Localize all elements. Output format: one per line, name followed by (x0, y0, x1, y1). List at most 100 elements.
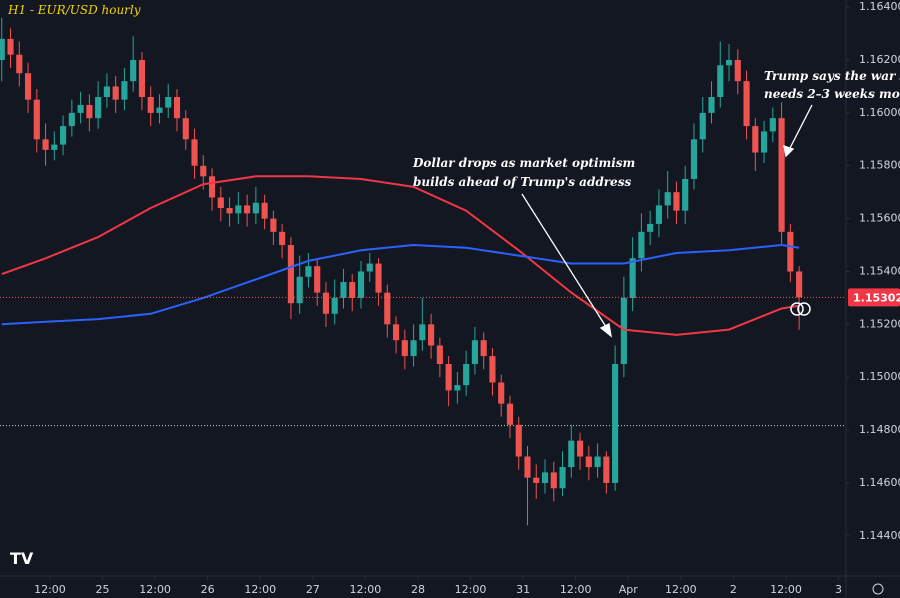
moving-average (1, 243, 800, 326)
y-tick-label: 1.16200 (859, 53, 900, 66)
candle-body (550, 472, 557, 489)
candle-body (244, 205, 251, 214)
candle-body (0, 38, 5, 61)
candle-body (121, 81, 128, 100)
candle-body (533, 477, 540, 483)
candle-body (541, 472, 549, 483)
x-tick-label: 27 (306, 583, 320, 596)
candle-body (471, 340, 478, 364)
candle-body (734, 60, 741, 82)
candle-body (603, 456, 610, 483)
candle-body (16, 54, 23, 74)
candle-body (506, 403, 514, 425)
candle-body (33, 99, 40, 140)
x-tick-label: 12:00 (244, 583, 276, 596)
y-tick-label: 1.14600 (859, 476, 900, 489)
arrow-head (599, 323, 612, 338)
candle-body (620, 297, 627, 364)
candle-body (638, 231, 645, 259)
candle-body (357, 271, 365, 298)
y-tick-label: 1.15800 (859, 159, 900, 172)
candle-body (191, 139, 198, 166)
candle-body (392, 324, 400, 341)
candle-body (480, 340, 487, 357)
moving-average (1, 175, 800, 336)
candle-body (366, 263, 373, 272)
candle-body (690, 139, 698, 179)
x-tick-label: 12:00 (665, 583, 697, 596)
candle-body (796, 271, 803, 298)
settings-icon[interactable] (872, 583, 884, 595)
candle-body (673, 192, 680, 211)
candle-body (173, 97, 181, 119)
candle-body (156, 107, 163, 113)
candle-body (340, 282, 347, 298)
candle-body (51, 144, 58, 150)
x-tick-label: 25 (96, 583, 110, 596)
y-tick-label: 1.15600 (859, 212, 900, 225)
candle-body (725, 60, 733, 66)
logo: TV (10, 549, 34, 568)
candle-body (743, 81, 750, 127)
candle-body (585, 456, 592, 468)
y-tick-label: 1.14400 (859, 529, 900, 542)
candle-body (305, 266, 312, 277)
candle-body (401, 340, 408, 357)
y-tick-label: 1.16000 (859, 106, 900, 119)
candle-body (498, 382, 505, 404)
candle-body (86, 104, 93, 119)
x-tick-label: 2 (730, 583, 737, 596)
annotation: needs 2–3 weeks more (764, 87, 900, 101)
candle-body (147, 97, 154, 113)
candle-body (261, 202, 268, 219)
candle-body (68, 112, 75, 127)
last-price-label: 1.15302 (853, 291, 900, 304)
plot-area (0, 17, 846, 526)
event-icons (790, 302, 811, 316)
candle-body (349, 282, 356, 298)
y-tick-label: 1.15400 (859, 264, 900, 277)
candle-body (42, 139, 49, 150)
candle-body (60, 126, 67, 145)
candle-body (314, 266, 321, 293)
y-tick-label: 1.16400 (859, 0, 900, 13)
candle-body (436, 345, 443, 364)
candle-body (559, 467, 566, 489)
candle-body (165, 97, 172, 108)
candle-body (200, 165, 207, 177)
candle-body (270, 218, 277, 232)
candle-body (287, 245, 294, 304)
candle-body (769, 118, 776, 132)
candle-body (24, 73, 32, 100)
candle-body (629, 258, 636, 298)
candle-body (95, 97, 102, 119)
candle-body (331, 297, 338, 314)
x-tick-label: 12:00 (770, 583, 802, 596)
x-tick-label: 28 (411, 583, 425, 596)
candle-body (410, 340, 417, 357)
arrow (788, 104, 813, 151)
candle-body (778, 118, 785, 232)
candle-body (235, 205, 242, 214)
annotation: Dollar drops as market optimism (412, 156, 635, 170)
candle-body (138, 60, 146, 98)
x-tick-label: 26 (201, 583, 215, 596)
y-tick-label: 1.15000 (859, 370, 900, 383)
candle-body (208, 176, 216, 198)
x-tick-label: 12:00 (139, 583, 171, 596)
candle-body (419, 324, 426, 341)
x-tick-label: 12:00 (560, 583, 592, 596)
candle-body (787, 231, 794, 272)
candle-body (322, 292, 330, 314)
arrows (521, 104, 813, 338)
annotation: builds ahead of Trump's address (413, 175, 631, 189)
x-tick-label: 12:00 (455, 583, 487, 596)
candle-body (7, 38, 14, 55)
candle-body (489, 356, 496, 383)
y-tick-label: 1.14800 (859, 423, 900, 436)
candle-body (375, 263, 382, 293)
candle-body (428, 324, 435, 346)
candle-body (594, 456, 601, 468)
candle-body (226, 208, 233, 214)
